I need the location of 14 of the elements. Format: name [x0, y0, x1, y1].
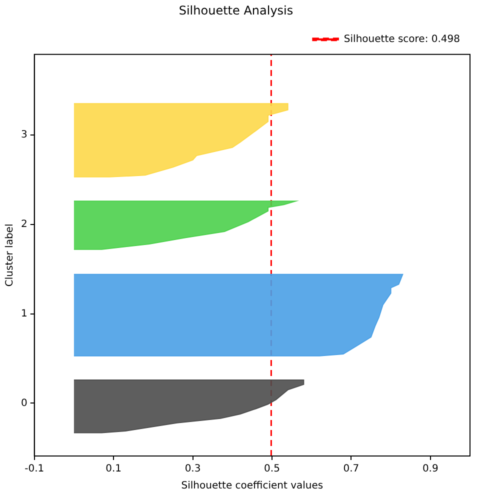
y-tick-label: 1 [20, 308, 28, 320]
legend-label: Silhouette score: 0.498 [344, 34, 460, 45]
x-tick-label: 0.7 [343, 464, 360, 475]
chart-title: Silhouette Analysis [178, 3, 294, 18]
y-tick-label: 2 [20, 218, 28, 230]
x-tick-label: 0.5 [264, 464, 280, 475]
y-axis-title: Cluster label [4, 224, 16, 287]
x-tick-label: 0.9 [422, 464, 438, 475]
y-tick-label: 0 [20, 398, 28, 409]
x-tick-label: -0.1 [24, 464, 44, 475]
y-tick-label: 3 [20, 129, 28, 140]
x-tick-label: 0.1 [106, 464, 122, 475]
x-tick-label: 0.3 [184, 464, 201, 475]
x-axis-title: Silhouette coefficient values [181, 480, 324, 492]
